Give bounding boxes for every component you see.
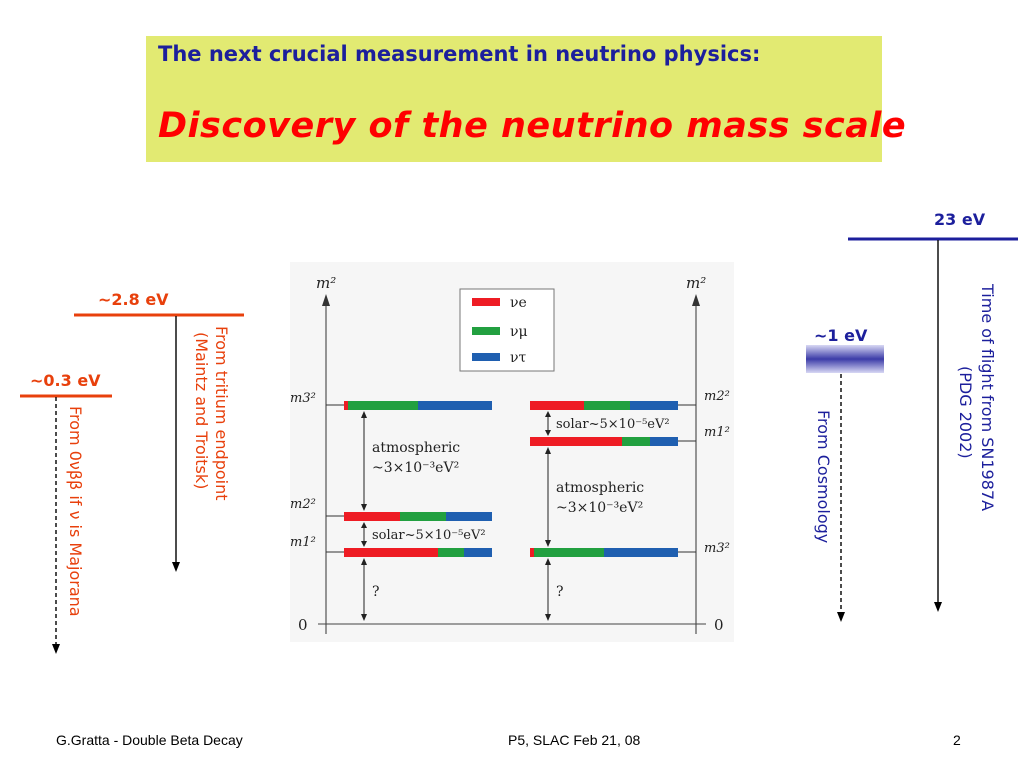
onbb-limit-value: ~0.3 eV [30, 371, 101, 390]
normal-m3-bar [418, 401, 492, 410]
legend-swatch-numu [472, 327, 500, 335]
sn1987a-limit-text-1: Time of flight from SN1987A [978, 284, 997, 512]
inverted-solar-label: solar~5×10⁻⁵eV² [556, 417, 670, 432]
normal-level-label-m3: m3² [290, 391, 316, 406]
inverted-m1-bar [650, 437, 678, 446]
mass-hierarchy-diagram: m² m² 0 0 νe νμ ντ m3² m2² m1² atmospher… [290, 262, 734, 642]
normal-atm-label-2: ~3×10⁻³eV² [372, 460, 459, 476]
cosmology-limit-text: From Cosmology [814, 410, 833, 544]
tritium-limit-text-2: (Maintz and Troitsk) [192, 332, 211, 490]
inverted-m2-bar [630, 401, 678, 410]
normal-m1-bar [464, 548, 492, 557]
slide-title: The next crucial measurement in neutrino… [158, 42, 761, 66]
footer-page-number: 2 [953, 732, 961, 748]
normal-atm-label-1: atmospheric [372, 440, 460, 456]
inverted-level-label-m1: m1² [704, 425, 730, 440]
tritium-limit-text-1: From tritium endpoint [212, 326, 231, 501]
zero-label-left: 0 [298, 616, 308, 634]
title-box: The next crucial measurement in neutrino… [146, 36, 906, 162]
cosmology-limit-band [806, 345, 884, 373]
inverted-m3-bar [604, 548, 678, 557]
left-axis-label: m² [316, 274, 336, 292]
normal-m2-bar [446, 512, 492, 521]
onbb-arrow-head [52, 644, 60, 654]
inverted-level-label-m3: m3² [704, 541, 730, 556]
inverted-atm-label-2: ~3×10⁻³eV² [556, 500, 643, 516]
tritium-limit-value: ~2.8 eV [98, 290, 169, 309]
legend-swatch-nutau [472, 353, 500, 361]
inverted-atm-label-1: atmospheric [556, 480, 644, 496]
footer-left: G.Gratta - Double Beta Decay [56, 732, 243, 748]
normal-level-label-m2: m2² [290, 497, 316, 512]
sn1987a-limit-text-2: (PDG 2002) [956, 366, 975, 459]
sn1987a-arrow-head [934, 602, 942, 612]
normal-level-label-m1: m1² [290, 535, 316, 550]
right-axis-label: m² [686, 274, 706, 292]
cosmology-limit-value: ~1 eV [814, 326, 868, 345]
slide-subtitle: Discovery of the neutrino mass scale [158, 106, 907, 146]
cosmology-arrow-head [837, 612, 845, 622]
normal-solar-label: solar~5×10⁻⁵eV² [372, 528, 486, 543]
legend-swatch-nue [472, 298, 500, 306]
legend-label-nue: νe [510, 295, 527, 311]
normal-unknown-label: ? [372, 584, 380, 600]
legend-label-numu: νμ [510, 324, 528, 340]
zero-label-right: 0 [714, 616, 724, 634]
inverted-level-label-m2: m2² [704, 389, 730, 404]
onbb-limit-text: From 0νββ if ν is Majorana [66, 406, 85, 617]
inverted-unknown-label: ? [556, 584, 564, 600]
footer-center: P5, SLAC Feb 21, 08 [508, 732, 641, 748]
sn1987a-limit-value: 23 eV [934, 210, 986, 229]
tritium-arrow-head [172, 562, 180, 572]
legend-label-nutau: ντ [510, 350, 527, 366]
